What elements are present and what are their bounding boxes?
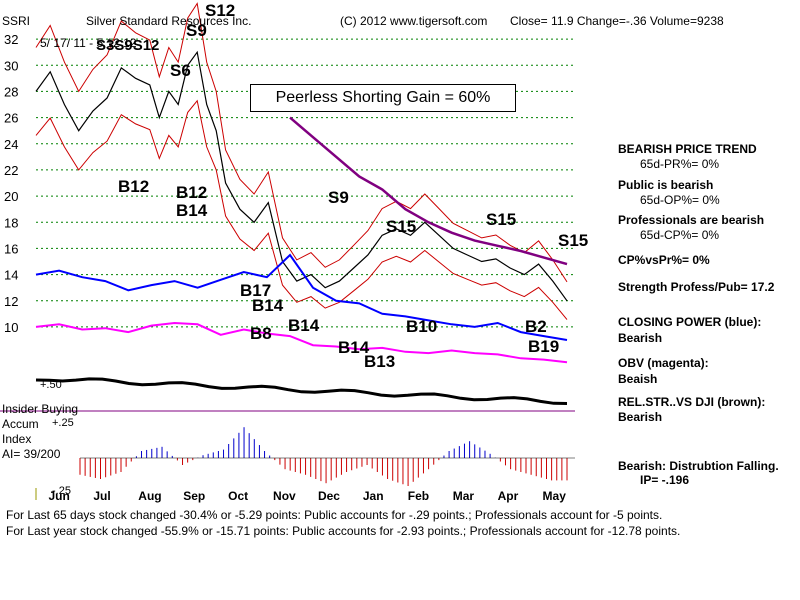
strength-value: Strength Profess/Pub= 17.2 — [618, 280, 775, 294]
public-title: Public is bearish — [618, 178, 714, 192]
x-tick-label: Apr — [498, 489, 519, 503]
signal-b19: B19 — [528, 337, 559, 356]
signal-b14: B14 — [176, 201, 208, 220]
upper-band — [35, 2, 568, 283]
obv-line — [35, 321, 568, 364]
cp-value: 65d-CP%= 0% — [640, 228, 720, 242]
x-tick-label: Feb — [408, 489, 429, 503]
accum-top-tick: +.25 — [52, 417, 74, 429]
signal-b10: B10 — [406, 317, 437, 336]
signal-b2: B2 — [525, 317, 547, 336]
x-tick-label: Oct — [228, 489, 248, 503]
signal-top-cluster: S3S9S12 — [96, 37, 159, 54]
date-note: 5/ 17/ 11 - 5 12 12 — [40, 36, 137, 50]
relstr-state: Bearish — [618, 410, 663, 424]
closing-power-title: CLOSING POWER (blue): — [618, 315, 762, 329]
closing-power-state: Bearish — [618, 331, 663, 345]
close-label: Close= — [510, 14, 548, 28]
closing-power-line — [35, 253, 568, 341]
signal-s6: S6 — [170, 61, 191, 80]
signal-b8: B8 — [250, 324, 272, 343]
y-tick-label: 20 — [4, 189, 18, 204]
rel-strength-label: +.50 — [40, 379, 62, 391]
series-lines — [0, 2, 575, 412]
copyright: (C) 2012 www.tigersoft.com — [340, 14, 488, 28]
y-tick-label: 30 — [4, 58, 18, 73]
index-label: Index — [2, 432, 31, 446]
rel-strength-line — [35, 377, 568, 405]
op-value: 65d-OP%= 0% — [640, 193, 720, 207]
ip-value: IP= -.196 — [640, 473, 690, 487]
accumulation-bars — [79, 427, 575, 486]
accum-value: AI= 39/200 — [2, 447, 61, 461]
pr-value: 65d-PR%= 0% — [640, 157, 720, 171]
x-tick-label: Nov — [273, 489, 296, 503]
lower-band — [35, 99, 568, 320]
x-tick-label: Jun — [48, 489, 69, 503]
company-name: Silver Standard Resources Inc. — [86, 14, 252, 28]
signal-b12: B12 — [176, 183, 207, 202]
x-tick-label: May — [543, 489, 567, 503]
accum-label: Accum — [2, 417, 39, 431]
footer-line-1: For Last 65 days stock changed -30.4% or… — [6, 508, 663, 522]
obv-state: Beaish — [618, 372, 658, 386]
y-tick-label: 24 — [4, 137, 18, 152]
volume-label: Volume= — [649, 14, 697, 28]
accum-bottom-tick: -.25 — [52, 485, 71, 497]
change-value: -.36 — [625, 14, 647, 28]
axis-labels: 32 30 28 26 24 22 20 18 16 14 12 10 Jun Jul Aug Sep Oct N… — [2, 32, 566, 503]
shorting-gain-box: Peerless Shorting Gain = 60% — [250, 84, 516, 112]
x-tick-label: Jul — [93, 489, 110, 503]
grid — [36, 38, 575, 328]
long-ma-line — [289, 116, 568, 266]
signal-s9: S9 — [186, 21, 207, 40]
signal-s12: S12 — [205, 1, 235, 20]
y-tick-label: 22 — [4, 163, 18, 178]
signal-s15: S15 — [558, 231, 588, 250]
signal-b14: B14 — [252, 296, 284, 315]
footer-line-2: For Last year stock changed -55.9% or -1… — [6, 524, 681, 538]
relstr-title: REL.STR..VS DJI (brown): — [618, 395, 766, 409]
y-tick-label: 16 — [4, 241, 18, 256]
close-readout: Close= 11.9 Change=-.36 Volume=9238 — [510, 14, 724, 28]
signal-s15: S15 — [486, 210, 516, 229]
y-tick-label: 32 — [4, 32, 18, 47]
ticker-label: SSRI — [2, 14, 31, 28]
cpvspr-value: CP%vsPr%= 0% — [618, 253, 710, 267]
y-tick-label: 28 — [4, 84, 18, 99]
close-value: 11.9 — [551, 14, 574, 28]
signal-b13: B13 — [364, 352, 395, 371]
trend-title: BEARISH PRICE TREND — [618, 142, 757, 156]
signal-b14: B14 — [288, 316, 320, 335]
obv-title: OBV (magenta): — [618, 356, 709, 370]
x-tick-label: Sep — [183, 489, 205, 503]
signal-s9: S9 — [328, 188, 349, 207]
y-tick-label: 10 — [4, 320, 18, 335]
signal-b12: B12 — [118, 177, 149, 196]
change-label: Change= — [576, 14, 626, 28]
signal-b17: B17 — [240, 281, 271, 300]
y-tick-label: 14 — [4, 268, 18, 283]
x-tick-label: Jan — [363, 489, 384, 503]
x-tick-label: Aug — [138, 489, 161, 503]
signal-b14: B14 — [338, 338, 370, 357]
x-tick-label: Dec — [318, 489, 340, 503]
pro-title: Professionals are bearish — [618, 213, 765, 227]
x-tick-label: Mar — [453, 489, 475, 503]
y-tick-label: 26 — [4, 111, 18, 126]
y-tick-label: 12 — [4, 294, 18, 309]
insider-label: Insider Buying — [2, 402, 78, 416]
volume-value: 9238 — [696, 14, 724, 28]
y-tick-label: 18 — [4, 215, 18, 230]
signal-s15: S15 — [386, 217, 416, 236]
distribution-note: Bearish: Distrubtion Falling. — [618, 459, 779, 473]
